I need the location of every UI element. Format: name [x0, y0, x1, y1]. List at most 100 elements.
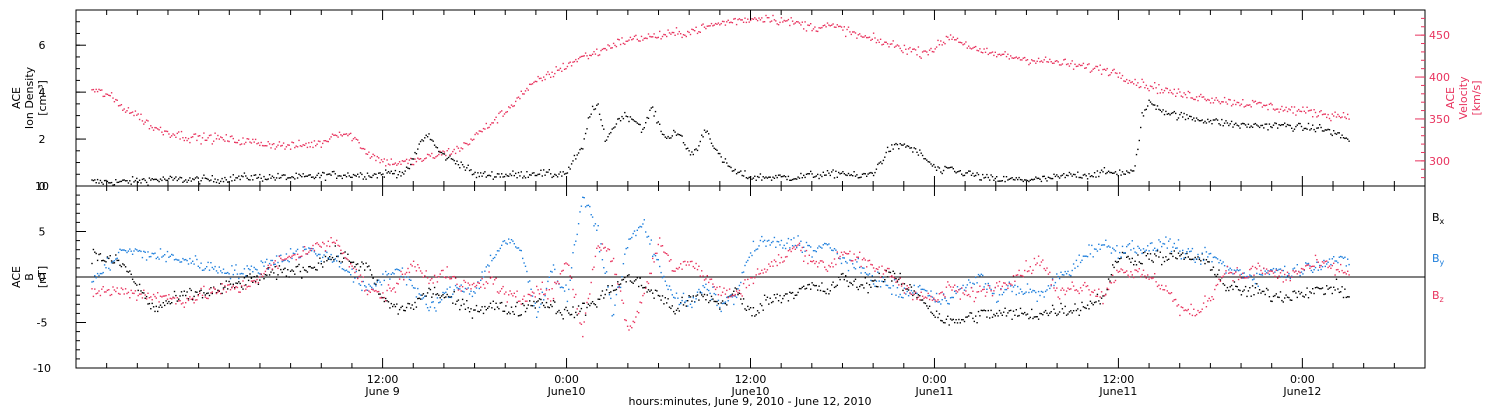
density-point: [632, 119, 634, 121]
by-point: [1323, 259, 1325, 262]
bx-point: [491, 307, 493, 309]
velocity-point: [1309, 109, 1311, 112]
velocity-point: [1286, 110, 1289, 113]
velocity-point: [306, 146, 309, 149]
bx-point: [663, 303, 665, 305]
bx-point: [977, 310, 980, 313]
velocity-point: [364, 148, 366, 150]
bx-point: [923, 302, 925, 304]
bz-point: [544, 293, 546, 295]
bx-point: [886, 276, 889, 278]
bz-point: [1209, 299, 1212, 302]
by-point: [505, 242, 507, 244]
bz-point: [1050, 284, 1052, 286]
density-point: [1260, 124, 1262, 127]
velocity-point: [136, 114, 138, 116]
bz-point: [1278, 275, 1280, 277]
bx-point: [1019, 307, 1022, 310]
by-point: [906, 290, 908, 293]
bz-point: [1284, 273, 1286, 276]
density-point: [1116, 173, 1118, 176]
density-point: [1113, 172, 1115, 174]
bz-point: [213, 287, 215, 289]
bz-point: [993, 290, 995, 292]
bz-point: [473, 282, 475, 285]
density-point: [1025, 179, 1027, 181]
density-point: [573, 154, 576, 157]
bz-point: [495, 277, 497, 279]
velocity-point: [926, 51, 928, 53]
bz-point: [397, 283, 399, 285]
velocity-point: [508, 106, 510, 108]
bz-point: [428, 282, 430, 285]
by-point: [938, 301, 941, 303]
bx-point: [333, 259, 335, 261]
bz-point: [825, 268, 827, 271]
by-point: [220, 270, 222, 272]
bx-point: [280, 268, 282, 271]
bx-point: [860, 284, 862, 286]
bx-point: [598, 298, 601, 300]
velocity-point: [357, 139, 359, 141]
bx-point: [590, 302, 592, 305]
bz-point: [1233, 272, 1236, 275]
density-point: [727, 165, 729, 167]
by-point: [1166, 247, 1168, 249]
bz-point: [214, 288, 216, 290]
bx-point: [203, 292, 205, 294]
by-point: [1235, 270, 1237, 272]
bx-point: [1271, 300, 1273, 303]
by-point: [949, 297, 952, 299]
density-point: [387, 171, 390, 173]
density-point: [410, 163, 412, 166]
bx-point: [1233, 281, 1236, 283]
bx-point: [584, 314, 587, 316]
velocity-point: [1043, 59, 1045, 61]
velocity-point: [108, 94, 110, 96]
velocity-point: [1306, 106, 1308, 108]
bz-point: [1091, 291, 1093, 293]
bz-point: [408, 271, 411, 274]
density-point: [1328, 129, 1331, 131]
by-point: [96, 272, 99, 275]
bz-point: [721, 291, 724, 293]
density-point: [979, 179, 981, 181]
velocity-point: [1162, 92, 1164, 94]
density-point: [505, 173, 507, 176]
bz-point: [587, 297, 590, 300]
density-point: [1190, 115, 1192, 118]
by-point: [765, 245, 767, 247]
by-point: [197, 265, 199, 267]
by-point: [1133, 247, 1135, 250]
bz-point: [1014, 280, 1016, 282]
bz-point: [487, 282, 489, 285]
velocity-point: [1226, 103, 1229, 105]
density-point: [1281, 124, 1283, 126]
velocity-point: [1191, 97, 1194, 99]
bx-point: [1024, 311, 1026, 314]
velocity-point: [105, 93, 107, 95]
by-point: [336, 260, 338, 262]
bx-point: [327, 258, 329, 260]
density-point: [692, 153, 694, 156]
velocity-point: [288, 144, 290, 146]
by-point: [1043, 296, 1045, 298]
density-point: [119, 180, 121, 183]
by-point: [1233, 269, 1236, 271]
bz-point: [1237, 278, 1240, 281]
bx-point: [1154, 253, 1156, 255]
bx-point: [1060, 302, 1062, 305]
velocity-point: [645, 37, 647, 39]
by-point: [175, 258, 177, 260]
density-point: [519, 175, 521, 177]
bz-point: [716, 286, 718, 289]
bz-point: [931, 299, 934, 301]
density-point: [719, 152, 721, 155]
bx-point: [1274, 294, 1276, 297]
bx-point: [541, 302, 543, 304]
bx-point: [289, 270, 292, 272]
velocity-point: [1184, 93, 1187, 96]
bx-point: [857, 288, 859, 291]
velocity-point: [552, 75, 555, 78]
velocity-point: [758, 17, 760, 19]
